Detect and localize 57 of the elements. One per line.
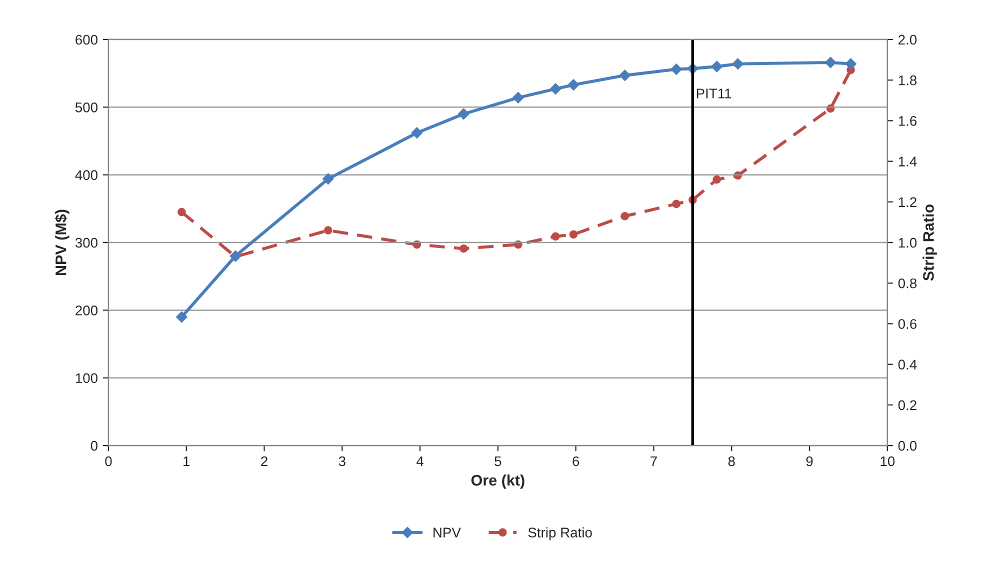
point	[411, 127, 423, 138]
point	[620, 212, 630, 220]
point	[458, 108, 470, 120]
point	[732, 58, 744, 70]
y2-tick-label: 0.4	[898, 360, 917, 370]
y2-tick-label: 1.4	[898, 156, 917, 166]
point	[322, 173, 334, 185]
x-axis-title: Ore (kt)	[471, 474, 524, 489]
point	[230, 250, 242, 262]
y2-tick-label: 0.2	[898, 400, 916, 410]
y2-tick-label: 2.0	[898, 34, 917, 45]
y2-tick-label: 1.8	[898, 75, 917, 86]
x-tick-label: 3	[338, 456, 346, 466]
point	[711, 60, 722, 72]
y2-tick-label: 1.6	[898, 116, 917, 126]
x-tick-label: 2	[261, 456, 268, 466]
point	[712, 175, 721, 184]
point	[672, 200, 680, 208]
point	[551, 232, 560, 241]
y2-axis-title: Strip Ratio	[922, 204, 937, 281]
point	[512, 92, 524, 104]
point	[569, 230, 578, 239]
x-tick-label: 0	[105, 456, 112, 466]
legend-label: NPV	[434, 528, 461, 538]
x-tick-label: 8	[728, 456, 735, 466]
point	[176, 311, 188, 323]
y-tick-label: 0	[90, 440, 98, 451]
x-tick-label: 9	[806, 456, 813, 466]
y-tick-label: 400	[75, 170, 98, 180]
y-tick-label: 200	[76, 306, 98, 316]
ref-line-label: PIT11	[696, 88, 732, 98]
point	[845, 58, 856, 70]
point	[459, 244, 468, 253]
x-tick-label: 5	[494, 456, 502, 466]
x-tick-label: 6	[572, 456, 580, 466]
y2-tick-label: 0.8	[898, 278, 917, 288]
y2-tick-label: 0.6	[898, 319, 917, 329]
x-tick-label: 7	[650, 456, 657, 466]
point	[178, 208, 186, 216]
y2-tick-label: 0.0	[898, 440, 917, 451]
legend-label: Strip Ratio	[528, 527, 592, 540]
y-tick-label: 300	[75, 238, 98, 248]
point	[568, 79, 580, 90]
x-tick-label: 4	[416, 456, 424, 466]
y-tick-label: 600	[76, 34, 98, 45]
y2-tick-label: 1.0	[898, 238, 917, 248]
point	[619, 70, 631, 81]
point	[324, 226, 332, 235]
x-tick-label: 1	[184, 456, 190, 466]
y2-tick-label: 1.2	[898, 197, 916, 207]
y-axis-title: NPV (M$)	[54, 210, 70, 276]
x-tick-label: 10	[880, 456, 895, 466]
y-tick-label: 500	[75, 102, 98, 112]
y-tick-label: 100	[76, 373, 98, 384]
point	[824, 56, 836, 68]
point	[670, 64, 682, 75]
point	[550, 83, 562, 94]
